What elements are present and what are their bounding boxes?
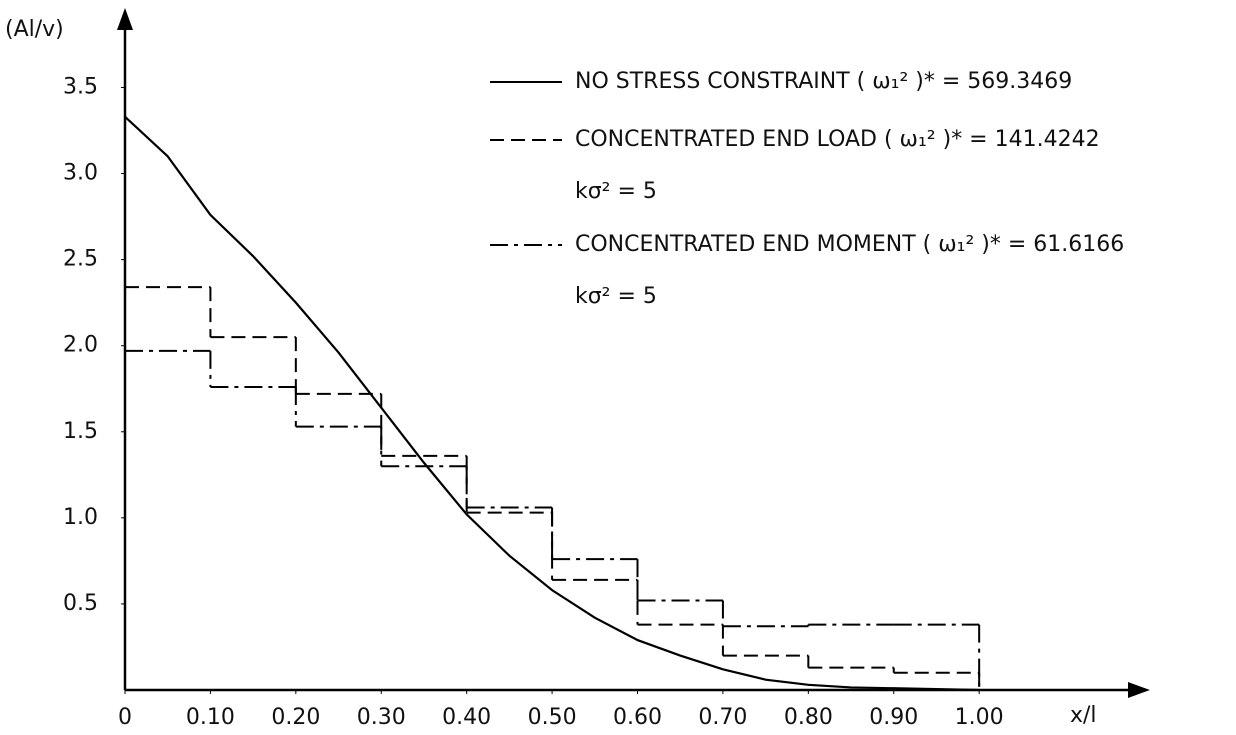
x-axis-arrow xyxy=(1128,682,1150,698)
x-tick-label: 0.90 xyxy=(869,705,918,730)
x-tick-label: 0.70 xyxy=(698,705,747,730)
x-tick-label: 0.20 xyxy=(271,705,320,730)
x-tick-label: 0.10 xyxy=(186,705,235,730)
y-tick-label: 1.0 xyxy=(63,505,98,530)
curve xyxy=(124,115,980,692)
x-tick-label: 0.50 xyxy=(528,705,577,730)
x-tick-label: 0.40 xyxy=(442,705,491,730)
x-tick-label: 0.80 xyxy=(784,705,833,730)
legend-label: NO STRESS CONSTRAINT ( ω₁² )* = 569.3469 xyxy=(575,69,1072,94)
y-axis-arrow xyxy=(117,8,133,30)
y-tick-label: 2.0 xyxy=(63,333,98,358)
x-axis-label: x/l xyxy=(1070,703,1097,728)
y-tick-label: 2.5 xyxy=(63,247,98,272)
legend-note: kσ² = 5 xyxy=(575,284,657,309)
x-tick-label: 0.60 xyxy=(613,705,662,730)
y-tick-label: 3.5 xyxy=(63,74,98,99)
legend-label: CONCENTRATED END LOAD ( ω₁² )* = 141.424… xyxy=(575,127,1100,152)
x-tick-label: 0 xyxy=(118,705,132,730)
y-axis-label: (Al/v) xyxy=(5,17,64,42)
x-tick-label: 1.00 xyxy=(955,705,1004,730)
y-tick-label: 3.0 xyxy=(63,161,98,186)
legend-note: kσ² = 5 xyxy=(575,179,657,204)
legend-label: CONCENTRATED END MOMENT ( ω₁² )* = 61.61… xyxy=(575,232,1124,257)
y-tick-label: 1.5 xyxy=(63,419,98,444)
x-tick-label: 0.30 xyxy=(357,705,406,730)
y-tick-label: 0.5 xyxy=(63,591,98,616)
